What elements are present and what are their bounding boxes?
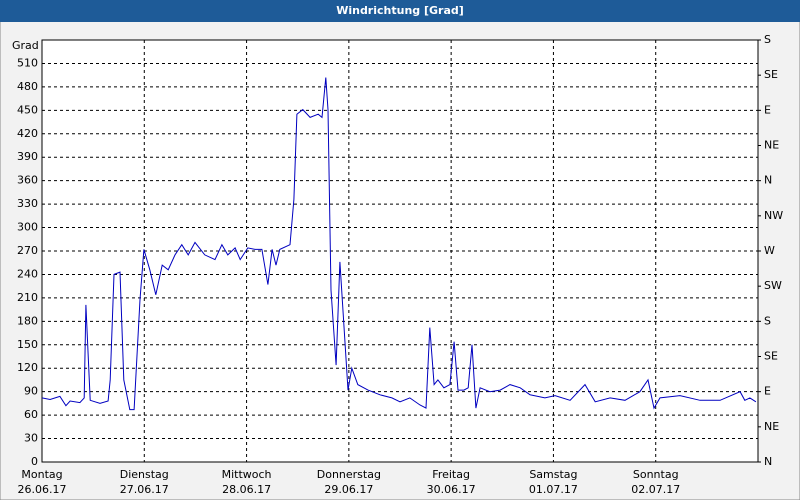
title-bar: [0, 0, 800, 22]
x-tick-date: 02.07.17: [631, 483, 680, 496]
x-tick-label: Samstag: [529, 468, 577, 481]
y-tick-label: 210: [17, 291, 38, 304]
y-tick-label: 150: [17, 338, 38, 351]
x-tick-date: 28.06.17: [222, 483, 271, 496]
data-line: [41, 77, 757, 411]
y2-tick-label: N: [764, 174, 772, 187]
y-tick-label: 240: [17, 267, 38, 280]
x-tick-label: Sonntag: [633, 468, 679, 481]
y2-tick-label: NE: [764, 139, 779, 152]
y2-tick-label: SW: [764, 279, 782, 292]
plot-border: [41, 39, 759, 463]
y2-tick-label: N: [764, 455, 772, 468]
x-tick-label: Dienstag: [120, 468, 169, 481]
y2-tick-label: E: [764, 103, 771, 116]
y2-tick-label: S: [764, 33, 771, 46]
y-tick-label: 480: [17, 80, 38, 93]
y-tick-label: 120: [17, 361, 38, 374]
x-tick-label: Donnerstag: [317, 468, 381, 481]
y-tick-label: 30: [24, 432, 38, 445]
x-tick-label: Freitag: [432, 468, 470, 481]
x-tick-label: Mittwoch: [222, 468, 272, 481]
y-tick-label: 60: [24, 408, 38, 421]
x-tick-label: Montag: [21, 468, 62, 481]
y2-tick-label: S: [764, 314, 771, 327]
y-tick-label: 0: [31, 455, 38, 468]
y2-tick-label: E: [764, 385, 771, 398]
window-title: Windrichtung [Grad]: [336, 4, 464, 17]
y-tick-label: 390: [17, 150, 38, 163]
y2-tick-label: SE: [764, 68, 778, 81]
x-tick-date: 29.06.17: [324, 483, 373, 496]
y2-tick-label: NW: [764, 209, 783, 222]
y-tick-label: 420: [17, 127, 38, 140]
y-tick-label: 180: [17, 314, 38, 327]
y2-tick-label: W: [764, 244, 775, 257]
y2-tick-label: NE: [764, 420, 779, 433]
y-tick-label: 330: [17, 197, 38, 210]
y-tick-label: 90: [24, 385, 38, 398]
x-tick-date: 01.07.17: [529, 483, 578, 496]
x-tick-date: 30.06.17: [427, 483, 476, 496]
x-tick-date: 26.06.17: [18, 483, 67, 496]
y-tick-label: 360: [17, 174, 38, 187]
y-axis-label: Grad: [12, 39, 39, 52]
y2-tick-label: SE: [764, 350, 778, 363]
y-tick-label: 450: [17, 103, 38, 116]
y-tick-label: 510: [17, 56, 38, 69]
x-tick-date: 27.06.17: [120, 483, 169, 496]
y-tick-label: 270: [17, 244, 38, 257]
y-tick-label: 300: [17, 221, 38, 234]
